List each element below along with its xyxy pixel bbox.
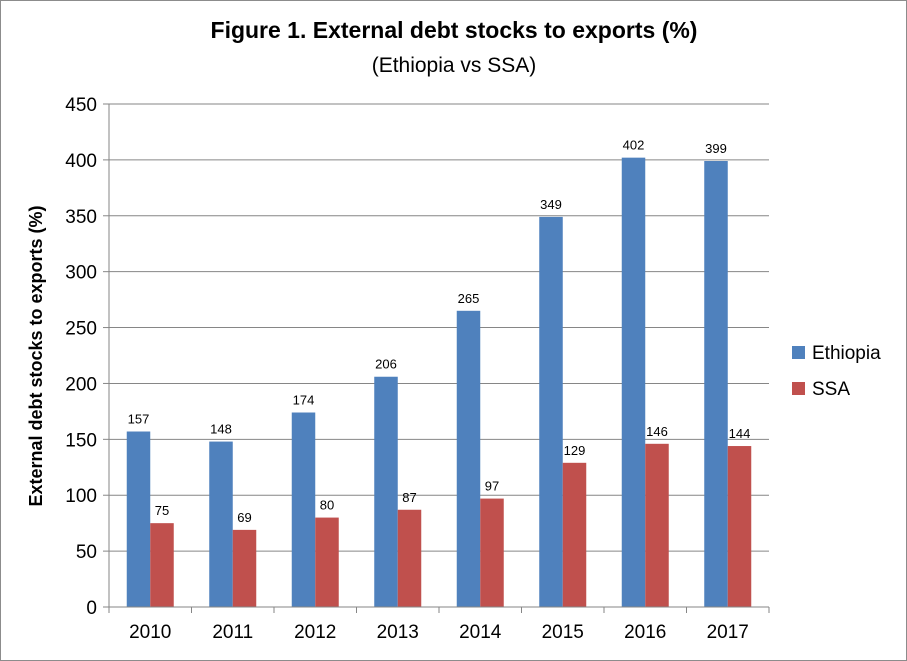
bar-ethiopia-2017 [704,161,728,608]
y-tick-label: 450 [65,95,97,116]
data-label: 206 [375,357,397,372]
data-label: 146 [646,424,668,439]
y-tick-label: 50 [76,542,97,563]
axes: 0 50 100 150 200 250 300 350 400 450 2010 2011 2012 2… [65,95,770,643]
data-label: 129 [564,443,586,458]
x-tick-label: 2012 [294,622,336,643]
x-tick-label: 2013 [377,622,419,643]
bar-ethiopia-2014 [456,310,481,607]
x-tick-label: 2016 [624,622,666,643]
bar-ethiopia-2012 [291,412,316,607]
data-label: 265 [458,291,480,306]
data-label: 148 [210,422,232,437]
bar-ethiopia-2011 [209,441,233,607]
y-tick-label: 150 [65,430,97,451]
bar-ssa-2017 [727,446,752,607]
legend-swatch-ethiopia [792,346,805,359]
chart-subtitle: (Ethiopia vs SSA) [372,54,537,77]
x-tick-label: 2014 [459,622,502,643]
bar-ssa-2013 [397,509,422,607]
bar-ethiopia-2013 [374,376,398,607]
bar-ethiopia-2016 [621,157,646,608]
x-tick-label: 2015 [542,622,584,643]
legend-label-ethiopia: Ethiopia [812,343,881,364]
x-tick-label: 2010 [129,622,171,643]
legend-swatch-ssa [792,382,805,395]
bar-ssa-2016 [645,443,669,607]
data-label: 97 [485,479,499,494]
bar-ssa-2010 [150,523,174,607]
y-tick-label: 0 [86,598,97,619]
bar-ssa-2015 [562,462,587,607]
y-tick-label: 100 [65,486,97,507]
bar-ethiopia-2010 [126,431,151,607]
data-label: 349 [540,197,562,212]
chart-title: Figure 1. External debt stocks to export… [211,17,698,43]
data-label: 75 [155,503,169,518]
data-labels: 157 75 148 69 174 80 206 87 265 97 349 129 402 146 399… [128,138,751,525]
y-axis-label: External debt stocks to exports (%) [26,205,46,506]
legend-label-ssa: SSA [812,379,850,400]
data-label: 399 [705,141,727,156]
data-label: 80 [320,498,334,513]
x-tick-label: 2011 [212,622,253,643]
data-label: 144 [729,426,751,441]
y-tick-label: 300 [65,263,97,284]
bars [126,157,752,608]
bar-ssa-2011 [232,529,257,607]
data-label: 69 [237,510,251,525]
x-tick-label: 2017 [707,622,749,643]
legend: Ethiopia SSA [792,343,881,400]
y-tick-label: 400 [65,151,97,172]
gridlines [109,103,769,552]
bar-ssa-2012 [315,517,339,607]
bar-ssa-2014 [480,498,504,607]
data-label: 157 [128,412,150,427]
data-label: 174 [293,393,315,408]
bar-ethiopia-2015 [539,216,563,607]
y-tick-label: 250 [65,319,97,340]
y-tick-label: 200 [65,374,97,395]
y-tick-label: 350 [65,207,97,228]
data-label: 87 [402,490,416,505]
data-label: 402 [623,138,645,153]
